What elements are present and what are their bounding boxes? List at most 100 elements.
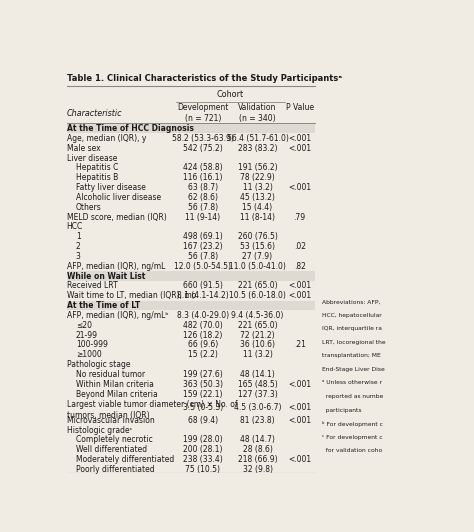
Text: HCC, hepatocellular: HCC, hepatocellular [322, 313, 382, 318]
Text: Hepatitis B: Hepatitis B [76, 173, 118, 182]
Text: ≥1000: ≥1000 [76, 350, 101, 359]
Text: <.001: <.001 [288, 415, 311, 425]
Text: 363 (50.3): 363 (50.3) [183, 380, 223, 389]
Text: 238 (33.4): 238 (33.4) [183, 455, 223, 464]
Text: While on Wait List: While on Wait List [66, 271, 145, 280]
Text: At the Time of LT: At the Time of LT [66, 301, 140, 310]
Text: 27 (7.9): 27 (7.9) [243, 252, 273, 261]
Text: participants: participants [322, 408, 361, 412]
Text: Received LRT: Received LRT [66, 281, 118, 290]
Bar [66, 301, 315, 311]
Text: .02: .02 [294, 242, 306, 251]
Text: Completely necrotic: Completely necrotic [76, 435, 153, 444]
Text: transplantation; ME: transplantation; ME [322, 353, 381, 359]
Text: 218 (66.9): 218 (66.9) [238, 455, 277, 464]
Text: 159 (22.1): 159 (22.1) [183, 389, 223, 398]
Text: <.001: <.001 [288, 144, 311, 153]
Text: Liver disease: Liver disease [66, 154, 117, 163]
Text: ≤20: ≤20 [76, 321, 92, 330]
Text: Well differentiated: Well differentiated [76, 445, 147, 454]
Text: 48 (14.1): 48 (14.1) [240, 370, 275, 379]
Text: <.001: <.001 [288, 403, 311, 412]
Text: <.001: <.001 [288, 455, 311, 464]
Text: Age, median (IQR), y: Age, median (IQR), y [66, 134, 146, 143]
Text: 3.5 (0-5.3): 3.5 (0-5.3) [183, 403, 223, 412]
Text: ᶜ For development c: ᶜ For development c [322, 435, 383, 439]
Text: Male sex: Male sex [66, 144, 100, 153]
Text: 100-999: 100-999 [76, 340, 108, 350]
Text: No residual tumor: No residual tumor [76, 370, 145, 379]
Text: At the Time of HCC Diagnosis: At the Time of HCC Diagnosis [66, 124, 193, 133]
Text: for validation coho: for validation coho [322, 448, 382, 453]
Text: 12.0 (5.0-54.5): 12.0 (5.0-54.5) [174, 262, 231, 271]
Text: .79: .79 [293, 213, 306, 221]
Text: 11 (3.2): 11 (3.2) [243, 183, 273, 192]
Text: .82: .82 [294, 262, 306, 271]
Text: HCC: HCC [66, 222, 83, 231]
Text: 36 (10.6): 36 (10.6) [240, 340, 275, 350]
Text: 75 (10.5): 75 (10.5) [185, 465, 220, 474]
Text: Pathologic stage: Pathologic stage [66, 360, 130, 369]
Text: Development
(n = 721): Development (n = 721) [177, 103, 228, 123]
Text: 283 (83.2): 283 (83.2) [238, 144, 277, 153]
Text: 3: 3 [76, 252, 81, 261]
Text: <.001: <.001 [288, 380, 311, 389]
Text: 424 (58.8): 424 (58.8) [183, 163, 223, 172]
Text: 48 (14.7): 48 (14.7) [240, 435, 275, 444]
Text: reported as numbe: reported as numbe [322, 394, 383, 399]
Text: 9.4 (4.5-36.0): 9.4 (4.5-36.0) [231, 311, 284, 320]
Text: <.001: <.001 [288, 183, 311, 192]
Bar [66, 123, 315, 134]
Text: 15 (2.2): 15 (2.2) [188, 350, 218, 359]
Text: Cohort: Cohort [217, 90, 244, 99]
Text: Within Milan criteria: Within Milan criteria [76, 380, 154, 389]
Text: Table 1. Clinical Characteristics of the Study Participantsᵃ: Table 1. Clinical Characteristics of the… [66, 74, 342, 83]
Text: <.001: <.001 [288, 291, 311, 300]
Text: AFP, median (IQR), ng/mLᵇ: AFP, median (IQR), ng/mLᵇ [66, 311, 168, 320]
Text: 191 (56.2): 191 (56.2) [238, 163, 277, 172]
Text: ᵃ Unless otherwise r: ᵃ Unless otherwise r [322, 380, 382, 386]
Text: 165 (48.5): 165 (48.5) [237, 380, 277, 389]
Text: Largest viable tumor diameter (cm) × No. of
tumors, median (IQR): Largest viable tumor diameter (cm) × No.… [66, 400, 237, 420]
Text: 482 (70.0): 482 (70.0) [183, 321, 223, 330]
Text: LRT, locoregional the: LRT, locoregional the [322, 340, 385, 345]
Text: 56 (7.8): 56 (7.8) [188, 252, 218, 261]
Text: 63 (8.7): 63 (8.7) [188, 183, 218, 192]
Text: 167 (23.2): 167 (23.2) [183, 242, 223, 251]
Text: 542 (75.2): 542 (75.2) [183, 144, 223, 153]
Text: 126 (18.2): 126 (18.2) [183, 330, 223, 339]
Text: 32 (9.8): 32 (9.8) [243, 465, 273, 474]
Text: 221 (65.0): 221 (65.0) [238, 281, 277, 290]
Text: <.001: <.001 [288, 134, 311, 143]
Text: 28 (8.6): 28 (8.6) [243, 445, 273, 454]
Text: 11 (3.2): 11 (3.2) [243, 350, 273, 359]
Text: ᵇ For development c: ᵇ For development c [322, 421, 383, 427]
Text: 200 (28.1): 200 (28.1) [183, 445, 223, 454]
Text: Hepatitis C: Hepatitis C [76, 163, 118, 172]
Text: 8.1 (4.1-14.2): 8.1 (4.1-14.2) [177, 291, 229, 300]
Text: <.001: <.001 [288, 281, 311, 290]
Text: 199 (27.6): 199 (27.6) [183, 370, 223, 379]
Text: 1: 1 [76, 232, 81, 241]
Text: 72 (21.2): 72 (21.2) [240, 330, 275, 339]
Text: 68 (9.4): 68 (9.4) [188, 415, 218, 425]
Text: 116 (16.1): 116 (16.1) [183, 173, 223, 182]
Text: .21: .21 [294, 340, 306, 350]
Text: 58.2 (53.3-63.9): 58.2 (53.3-63.9) [172, 134, 234, 143]
Text: 660 (91.5): 660 (91.5) [183, 281, 223, 290]
Text: 221 (65.0): 221 (65.0) [238, 321, 277, 330]
Text: 21-99: 21-99 [76, 330, 98, 339]
Text: 260 (76.5): 260 (76.5) [237, 232, 277, 241]
Text: 11.0 (5.0-41.0): 11.0 (5.0-41.0) [229, 262, 286, 271]
Text: Histologic gradeᶜ: Histologic gradeᶜ [66, 426, 132, 435]
Bar [66, 271, 315, 281]
Text: Beyond Milan criteria: Beyond Milan criteria [76, 389, 157, 398]
Text: 11 (8-14): 11 (8-14) [240, 213, 275, 221]
Text: 56.4 (51.7-61.0): 56.4 (51.7-61.0) [227, 134, 289, 143]
Text: 127 (37.3): 127 (37.3) [237, 389, 277, 398]
Text: 78 (22.9): 78 (22.9) [240, 173, 275, 182]
Text: Alcoholic liver disease: Alcoholic liver disease [76, 193, 161, 202]
Text: End-Stage Liver Dise: End-Stage Liver Dise [322, 367, 385, 372]
Text: Wait time to LT, median (IQR), mo: Wait time to LT, median (IQR), mo [66, 291, 196, 300]
Text: 15 (4.4): 15 (4.4) [243, 203, 273, 212]
